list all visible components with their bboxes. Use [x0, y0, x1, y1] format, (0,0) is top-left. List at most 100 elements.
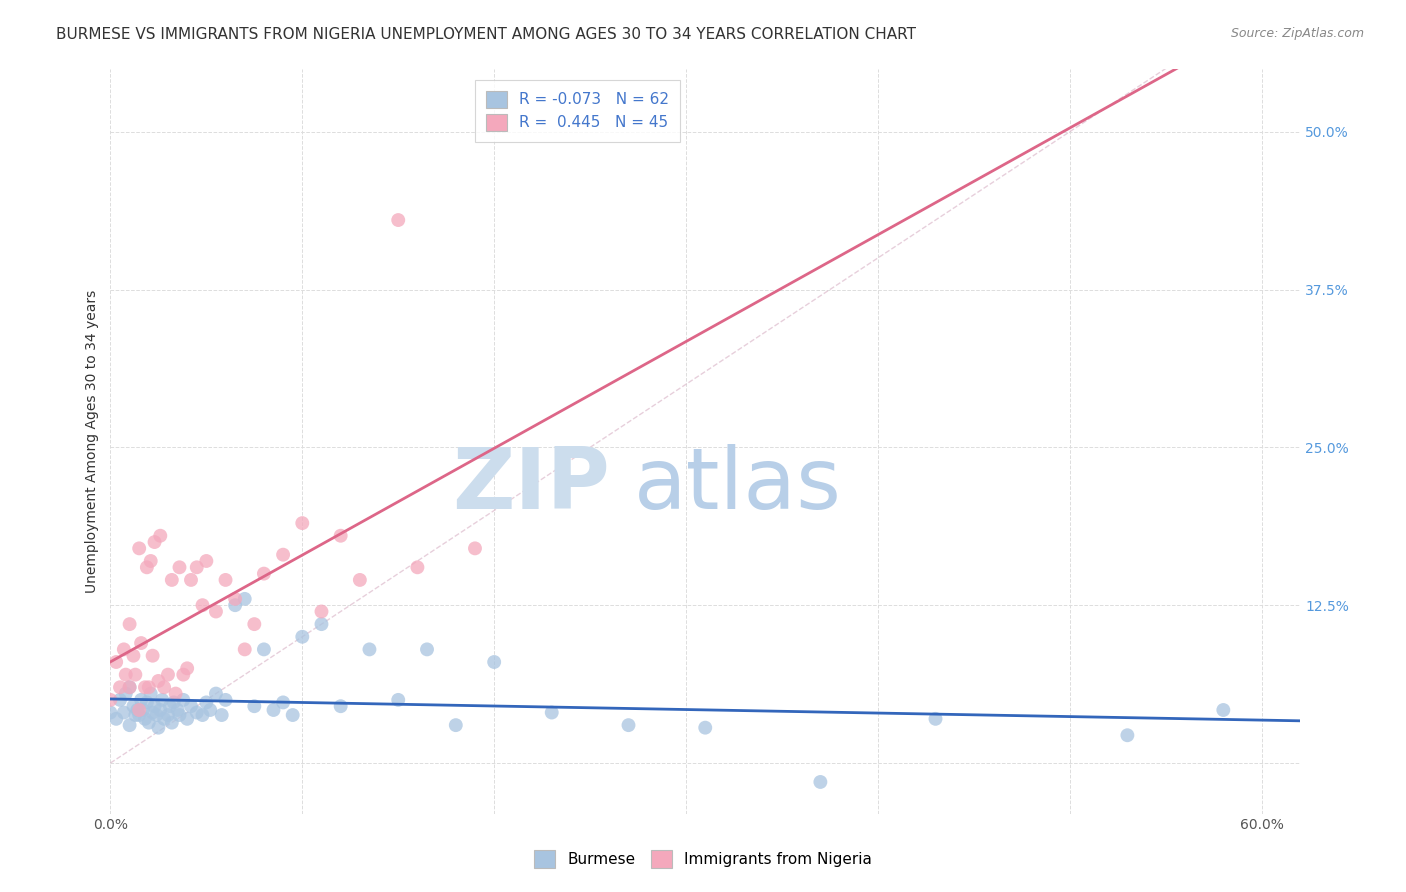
Point [160, 715, 183, 730]
Point [139, 687, 162, 701]
Point [142, 706, 165, 720]
Point [172, 667, 194, 681]
Point [329, 699, 352, 714]
Point [214, 573, 236, 587]
Point [129, 693, 152, 707]
Point [205, 687, 228, 701]
Point [124, 667, 146, 681]
Point [127, 703, 149, 717]
Point [134, 680, 156, 694]
Point [359, 642, 381, 657]
Point [291, 516, 314, 530]
Point [169, 560, 191, 574]
Point [387, 693, 409, 707]
Point [105, 712, 128, 726]
Text: ZIP: ZIP [453, 444, 610, 527]
Point [128, 703, 150, 717]
Legend: Burmese, Immigrants from Nigeria: Burmese, Immigrants from Nigeria [526, 843, 880, 875]
Point [118, 680, 141, 694]
Legend: R = -0.073   N = 62, R =  0.445   N = 45: R = -0.073 N = 62, R = 0.445 N = 45 [475, 80, 681, 142]
Point [311, 617, 333, 632]
Point [1212, 703, 1234, 717]
Point [108, 693, 131, 707]
Point [134, 712, 156, 726]
Point [444, 718, 467, 732]
Point [198, 703, 221, 717]
Point [114, 667, 136, 681]
Point [169, 708, 191, 723]
Point [416, 642, 439, 657]
Point [924, 712, 946, 726]
Point [617, 718, 640, 732]
Point [311, 605, 333, 619]
Point [406, 560, 429, 574]
Point [160, 573, 183, 587]
Point [128, 541, 150, 556]
Point [112, 706, 135, 720]
Point [129, 636, 152, 650]
Point [387, 213, 409, 227]
Point [156, 708, 179, 723]
Point [114, 687, 136, 701]
Point [138, 680, 160, 694]
Point [349, 573, 371, 587]
Y-axis label: Unemployment Among Ages 30 to 34 years: Unemployment Among Ages 30 to 34 years [86, 289, 100, 592]
Point [159, 699, 181, 714]
Point [149, 703, 172, 717]
Point [153, 712, 176, 726]
Point [108, 680, 131, 694]
Point [118, 680, 141, 694]
Text: atlas: atlas [634, 444, 842, 527]
Point [100, 706, 122, 720]
Point [118, 617, 141, 632]
Point [122, 699, 145, 714]
Point [195, 554, 218, 568]
Point [150, 693, 173, 707]
Point [148, 721, 170, 735]
Point [153, 680, 176, 694]
Point [233, 642, 256, 657]
Text: Source: ZipAtlas.com: Source: ZipAtlas.com [1230, 27, 1364, 40]
Point [112, 642, 135, 657]
Point [148, 673, 170, 688]
Point [166, 703, 188, 717]
Point [163, 695, 186, 709]
Point [128, 708, 150, 723]
Point [172, 693, 194, 707]
Point [205, 605, 228, 619]
Point [149, 529, 172, 543]
Point [224, 591, 246, 606]
Point [253, 642, 276, 657]
Point [122, 648, 145, 663]
Point [291, 630, 314, 644]
Point [186, 560, 208, 574]
Point [135, 560, 157, 574]
Point [253, 566, 276, 581]
Point [176, 661, 198, 675]
Point [1116, 728, 1139, 742]
Point [165, 687, 187, 701]
Point [263, 703, 285, 717]
Text: BURMESE VS IMMIGRANTS FROM NIGERIA UNEMPLOYMENT AMONG AGES 30 TO 34 YEARS CORREL: BURMESE VS IMMIGRANTS FROM NIGERIA UNEMP… [56, 27, 917, 42]
Point [540, 706, 562, 720]
Point [195, 695, 218, 709]
Point [243, 699, 266, 714]
Point [138, 715, 160, 730]
Point [224, 598, 246, 612]
Point [191, 598, 214, 612]
Point [191, 708, 214, 723]
Point [180, 573, 202, 587]
Point [271, 548, 294, 562]
Point [329, 529, 352, 543]
Point [143, 535, 166, 549]
Point [482, 655, 505, 669]
Point [464, 541, 486, 556]
Point [176, 712, 198, 726]
Point [124, 708, 146, 723]
Point [271, 695, 294, 709]
Point [145, 708, 167, 723]
Point [281, 708, 304, 723]
Point [139, 554, 162, 568]
Point [211, 708, 233, 723]
Point [695, 721, 717, 735]
